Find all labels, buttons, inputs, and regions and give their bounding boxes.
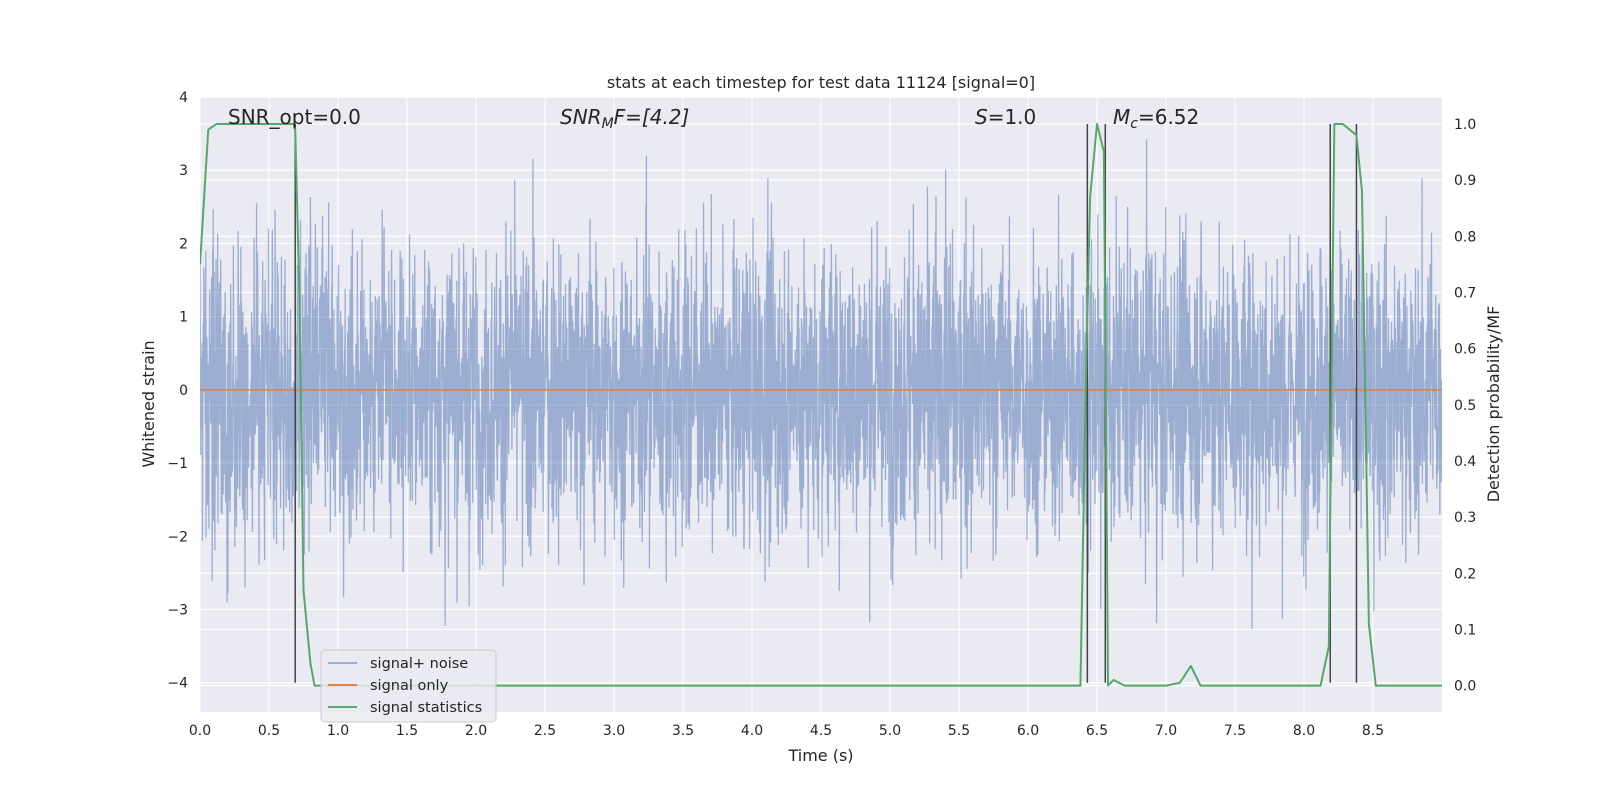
y-right-axis-ticks: 1.0 0.9 0.8 0.7 0.6 0.5 0.4 0.3 0.2 0.1 0.0 bbox=[1454, 117, 1476, 695]
y-right-tick-label: 0.1 bbox=[1454, 622, 1476, 638]
annotation-mc: Mc=6.52 bbox=[1113, 105, 1199, 132]
y-right-tick-label: 1.0 bbox=[1454, 117, 1476, 133]
x-tick-label: 2.0 bbox=[465, 723, 487, 739]
y-tick-label: −4 bbox=[167, 676, 188, 692]
y-tick-label: 1 bbox=[179, 310, 188, 326]
noise-trace bbox=[200, 139, 1442, 630]
x-tick-label: 1.0 bbox=[327, 723, 349, 739]
x-tick-label: 2.5 bbox=[534, 723, 556, 739]
y-right-tick-label: 0.0 bbox=[1454, 679, 1476, 695]
y-right-tick-label: 0.9 bbox=[1454, 173, 1476, 189]
x-tick-label: 4.5 bbox=[810, 723, 832, 739]
x-axis-ticks: 0.0 0.5 1.0 1.5 2.0 2.5 3.0 3.5 4.0 4.5 5.0 5.5 6.0 6… bbox=[189, 723, 1384, 739]
x-tick-label: 0.5 bbox=[258, 723, 280, 739]
y-tick-label: 2 bbox=[179, 236, 188, 252]
x-tick-label: 8.0 bbox=[1293, 723, 1315, 739]
series-signal-statistics bbox=[200, 122, 1442, 687]
y-right-tick-label: 0.7 bbox=[1454, 285, 1476, 301]
x-tick-label: 8.5 bbox=[1362, 723, 1384, 739]
annotation-s: S=1.0 bbox=[975, 105, 1036, 129]
y-tick-label: 0 bbox=[179, 383, 188, 399]
y-right-tick-label: 0.4 bbox=[1454, 454, 1476, 470]
x-tick-label: 5.5 bbox=[948, 723, 970, 739]
legend-label-signal-noise: signal+ noise bbox=[370, 656, 468, 672]
annotation-snr-opt: SNR_opt=0.0 bbox=[228, 105, 361, 129]
y-tick-label: −2 bbox=[167, 529, 188, 545]
y-tick-label: −1 bbox=[167, 456, 188, 472]
y-axis-ticks: 4 3 2 1 0 −1 −2 −3 −4 bbox=[167, 90, 188, 692]
annotation-snr-mf: SNRMF=[4.2] bbox=[560, 105, 689, 132]
y-right-tick-label: 0.5 bbox=[1454, 398, 1476, 414]
x-tick-label: 4.0 bbox=[741, 723, 763, 739]
x-tick-label: 3.5 bbox=[672, 723, 694, 739]
chart-title: stats at each timestep for test data 111… bbox=[607, 73, 1035, 92]
x-tick-label: 3.0 bbox=[603, 723, 625, 739]
y-tick-label: 3 bbox=[179, 163, 188, 179]
legend-label-signal-only: signal only bbox=[370, 678, 449, 694]
y-right-tick-label: 0.6 bbox=[1454, 342, 1476, 358]
legend-label-signal-statistics: signal statistics bbox=[370, 700, 482, 716]
x-tick-label: 1.5 bbox=[396, 723, 418, 739]
x-tick-label: 7.5 bbox=[1224, 723, 1246, 739]
y-axis-label: Whitened strain bbox=[139, 340, 158, 467]
x-tick-label: 0.0 bbox=[189, 723, 211, 739]
legend-box bbox=[320, 649, 497, 723]
y-tick-label: 4 bbox=[179, 90, 188, 106]
x-tick-label: 6.0 bbox=[1017, 723, 1039, 739]
y-right-tick-label: 0.3 bbox=[1454, 510, 1476, 526]
series-signal-noise bbox=[200, 139, 1442, 630]
x-tick-label: 7.0 bbox=[1155, 723, 1177, 739]
signal-statistics-line bbox=[200, 122, 1442, 687]
y-right-axis-label: Detection probability/MF bbox=[1484, 306, 1503, 503]
x-axis-label: Time (s) bbox=[787, 746, 853, 765]
x-tick-label: 6.5 bbox=[1086, 723, 1108, 739]
y-tick-label: −3 bbox=[167, 603, 188, 619]
x-tick-label: 5.0 bbox=[879, 723, 901, 739]
legend: signal+ noise signal only signal statist… bbox=[320, 649, 497, 723]
y-right-tick-label: 0.2 bbox=[1454, 566, 1476, 582]
y-right-tick-label: 0.8 bbox=[1454, 229, 1476, 245]
